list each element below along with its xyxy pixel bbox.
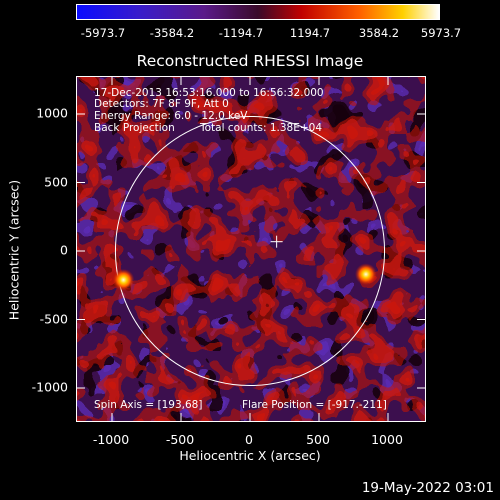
detectors-text: Detectors: 7F 8F 9F, Att 0 (94, 98, 229, 110)
method-text: Back Projection (94, 122, 175, 134)
y-tick-label: 0 (60, 242, 68, 258)
total-counts-text: Total counts: 1.38E+04 (200, 122, 323, 134)
colorbar-tick-label: -1194.7 (218, 26, 264, 40)
flare-source-2 (354, 263, 377, 286)
noise-layer-red (77, 77, 425, 421)
timestamp: 19-May-2022 03:01 (361, 480, 494, 496)
energy-range-text: Energy Range: 6.0 - 12.0 keV (94, 110, 248, 122)
y-tick-label: -1000 (31, 379, 68, 395)
colorbar-tick-label: 1194.7 (289, 26, 331, 40)
flare-position-text: Flare Position = [-917.-211] (242, 399, 387, 411)
x-tick-label: -1000 (92, 432, 130, 447)
colorbar-tick-label: 5973.7 (420, 26, 462, 40)
solar-limb-circle (114, 115, 386, 387)
time-range-text: 17-Dec-2013 16:53:16.000 to 16:56:32.000 (94, 87, 324, 99)
plot-area (76, 76, 426, 422)
x-tick-label: -500 (165, 432, 195, 447)
spin-axis-text: Spin Axis = [193,68] (94, 399, 203, 411)
x-axis-label: Heliocentric X (arcsec) (179, 448, 321, 463)
colorbar-tick-label: -3584.2 (149, 26, 195, 40)
colorbar-tick-label: 3584.2 (358, 26, 400, 40)
y-tick-label: 1000 (36, 105, 68, 121)
chart-title: Reconstructed RHESSI Image (136, 52, 364, 70)
x-tick-label: 500 (306, 432, 330, 447)
y-tick-label: -500 (39, 311, 68, 326)
x-tick-label: 1000 (371, 432, 403, 447)
colorbar (76, 4, 440, 20)
colorbar-tick-label: -5973.7 (80, 26, 126, 40)
flare-source-1 (112, 268, 135, 291)
y-tick-label: 500 (44, 174, 68, 189)
x-tick-label: 0 (245, 432, 253, 447)
y-axis-label: Heliocentric Y (arcsec) (6, 179, 22, 321)
